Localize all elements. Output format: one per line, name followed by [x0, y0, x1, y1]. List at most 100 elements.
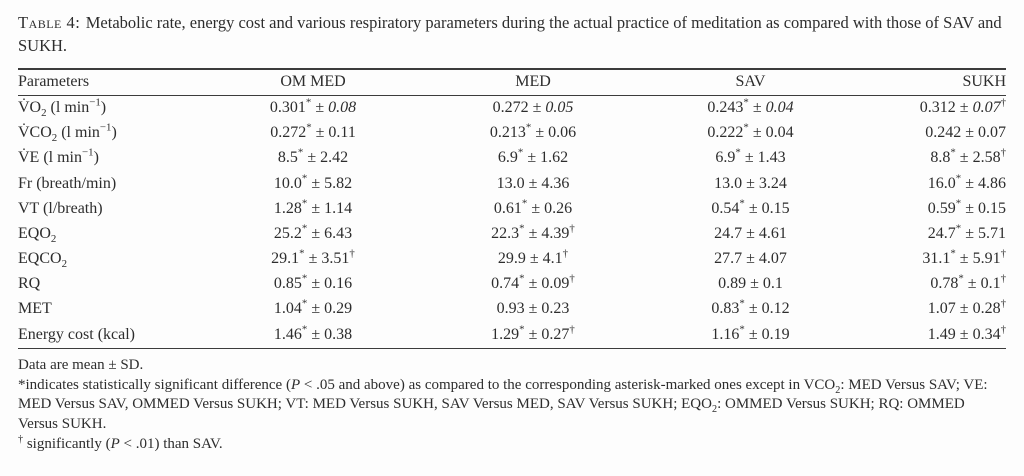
- mean-value: 31.1: [922, 250, 951, 268]
- text-segment: V̇E (l min: [18, 149, 82, 167]
- significance-asterisk: *: [519, 272, 525, 285]
- sd-value: 3.51: [321, 250, 350, 268]
- text-segment: (l min: [46, 99, 90, 117]
- mean-value: 24.7: [714, 224, 743, 242]
- text-segment: Fr (breath/min): [18, 174, 117, 192]
- significance-asterisk: *: [519, 323, 525, 336]
- parameter-label: V̇E (l min−1): [18, 146, 198, 171]
- plus-minus: ±: [307, 300, 325, 318]
- header-row: Parameters OM MED MED SAV SUKH: [18, 68, 1006, 96]
- text-segment: *: [18, 376, 26, 393]
- sd-value: 3.24: [758, 174, 787, 192]
- mean-value: 6.9: [497, 149, 518, 167]
- significance-asterisk: *: [743, 121, 749, 134]
- sd-value: 0.38: [324, 325, 353, 343]
- parameter-label: MET: [18, 297, 198, 322]
- superscript: †: [18, 434, 24, 446]
- value-cell: 1.49 ± 0.34†: [863, 322, 1006, 348]
- mean-value: 8.5: [277, 149, 298, 167]
- value-cell: 1.16* ± 0.19: [638, 322, 863, 348]
- sd-value: 5.91: [972, 250, 1001, 268]
- sd-value: 0.23: [541, 300, 570, 318]
- parameter-label: RQ: [18, 272, 198, 297]
- mean-value: 0.89: [718, 275, 747, 293]
- parameter-label: EQO2: [18, 222, 198, 247]
- table-body: V̇O2 (l min−1) 0.301* ± 0.08 0.272 ± 0.05 0…: [18, 95, 1006, 348]
- table-row: Energy cost (kcal) 1.46* ± 0.38 1.29* ± 0.…: [18, 322, 1006, 348]
- value-cell: 0.312 ± 0.07†: [863, 95, 1006, 121]
- plus-minus: ±: [955, 250, 973, 268]
- parameter-label: Energy cost (kcal): [18, 322, 198, 348]
- dagger-mark: †: [562, 247, 569, 260]
- table-caption: Table 4: Metabolic rate, energy cost and …: [18, 11, 1006, 58]
- significance-asterisk: *: [739, 197, 745, 210]
- significance-asterisk: *: [950, 147, 956, 160]
- table-caption-label: Table 4:: [18, 13, 81, 32]
- mean-value: 24.7: [927, 224, 956, 242]
- subscript: 2: [51, 132, 58, 145]
- data-table: Parameters OM MED MED SAV SUKH V̇O2 (l m…: [18, 67, 1006, 349]
- sd-value: 1.62: [540, 149, 569, 167]
- text-segment: P: [110, 436, 120, 453]
- mean-value: 0.242: [925, 124, 962, 142]
- mean-value: 0.312: [919, 99, 956, 117]
- text-segment: RQ: [18, 275, 41, 293]
- significance-asterisk: *: [521, 197, 528, 210]
- sd-value: 4.61: [758, 224, 787, 242]
- sd-value: 4.39: [541, 224, 570, 242]
- text-segment: V̇CO: [18, 124, 52, 142]
- paper-table-figure: Table 4: Metabolic rate, energy cost and …: [18, 11, 1006, 456]
- text-segment: VT (l/breath): [18, 199, 103, 217]
- plus-minus: ±: [961, 199, 978, 217]
- mean-value: 16.0: [927, 174, 956, 192]
- subscript: 2: [41, 107, 47, 120]
- sd-value: 0.16: [324, 275, 353, 293]
- parameter-label: VT (l/breath): [18, 197, 198, 222]
- plus-minus: ±: [524, 325, 542, 343]
- parameter-label: V̇O2 (l min−1): [18, 95, 198, 121]
- significance-asterisk: *: [299, 247, 305, 260]
- significance-asterisk: *: [735, 147, 741, 160]
- plus-minus: ±: [961, 174, 978, 192]
- value-cell: 0.54* ± 0.15: [638, 197, 863, 222]
- sd-value: 2.42: [320, 149, 349, 167]
- sd-value: 0.27: [541, 325, 570, 343]
- plus-minus: ±: [311, 124, 329, 142]
- sd-value: 0.15: [978, 199, 1006, 217]
- significance-asterisk: *: [301, 272, 308, 285]
- subscript: 2: [835, 384, 841, 396]
- text-segment: indicates statistically significant diff…: [25, 376, 291, 393]
- value-cell: 22.3* ± 4.39†: [428, 222, 638, 247]
- plus-minus: ±: [525, 250, 543, 268]
- mean-value: 0.78: [930, 275, 959, 293]
- value-cell: 0.301* ± 0.08: [198, 95, 428, 121]
- table-row: MET 1.04* ± 0.29 0.93 ± 0.23 0.83* ± 0.12 1.…: [18, 297, 1006, 322]
- significance-asterisk: *: [301, 298, 308, 311]
- significance-asterisk: *: [955, 222, 962, 235]
- plus-minus: ±: [307, 199, 325, 217]
- mean-value: 29.9: [497, 250, 526, 268]
- sd-value: 0.11: [328, 124, 356, 142]
- footnotes: Data are mean ± SD. *indicates statistica…: [18, 356, 1006, 456]
- value-cell: 0.213* ± 0.06: [428, 121, 638, 146]
- value-cell: 0.222* ± 0.04: [638, 121, 863, 146]
- text-segment: Energy cost (kcal): [18, 325, 135, 343]
- sd-value: 4.07: [758, 250, 787, 268]
- plus-minus: ±: [304, 250, 322, 268]
- superscript: −1: [99, 121, 112, 134]
- mean-value: 27.7: [714, 250, 743, 268]
- value-cell: 29.1* ± 3.51†: [198, 247, 428, 272]
- plus-minus: ±: [524, 300, 542, 318]
- subscript: 2: [61, 258, 67, 271]
- significance-asterisk: *: [743, 96, 749, 109]
- parameter-label: V̇CO2 (l min−1): [18, 121, 198, 146]
- column-header-parameters: Parameters: [18, 68, 198, 96]
- plus-minus: ±: [955, 300, 973, 318]
- text-segment: < .01) than SAV.: [119, 436, 223, 453]
- significance-asterisk: *: [958, 272, 964, 285]
- plus-minus: ±: [527, 199, 545, 217]
- text-segment: P: [290, 376, 301, 393]
- plus-minus: ±: [307, 174, 325, 192]
- plus-minus: ±: [955, 149, 973, 167]
- column-header-sav: SAV: [638, 68, 863, 96]
